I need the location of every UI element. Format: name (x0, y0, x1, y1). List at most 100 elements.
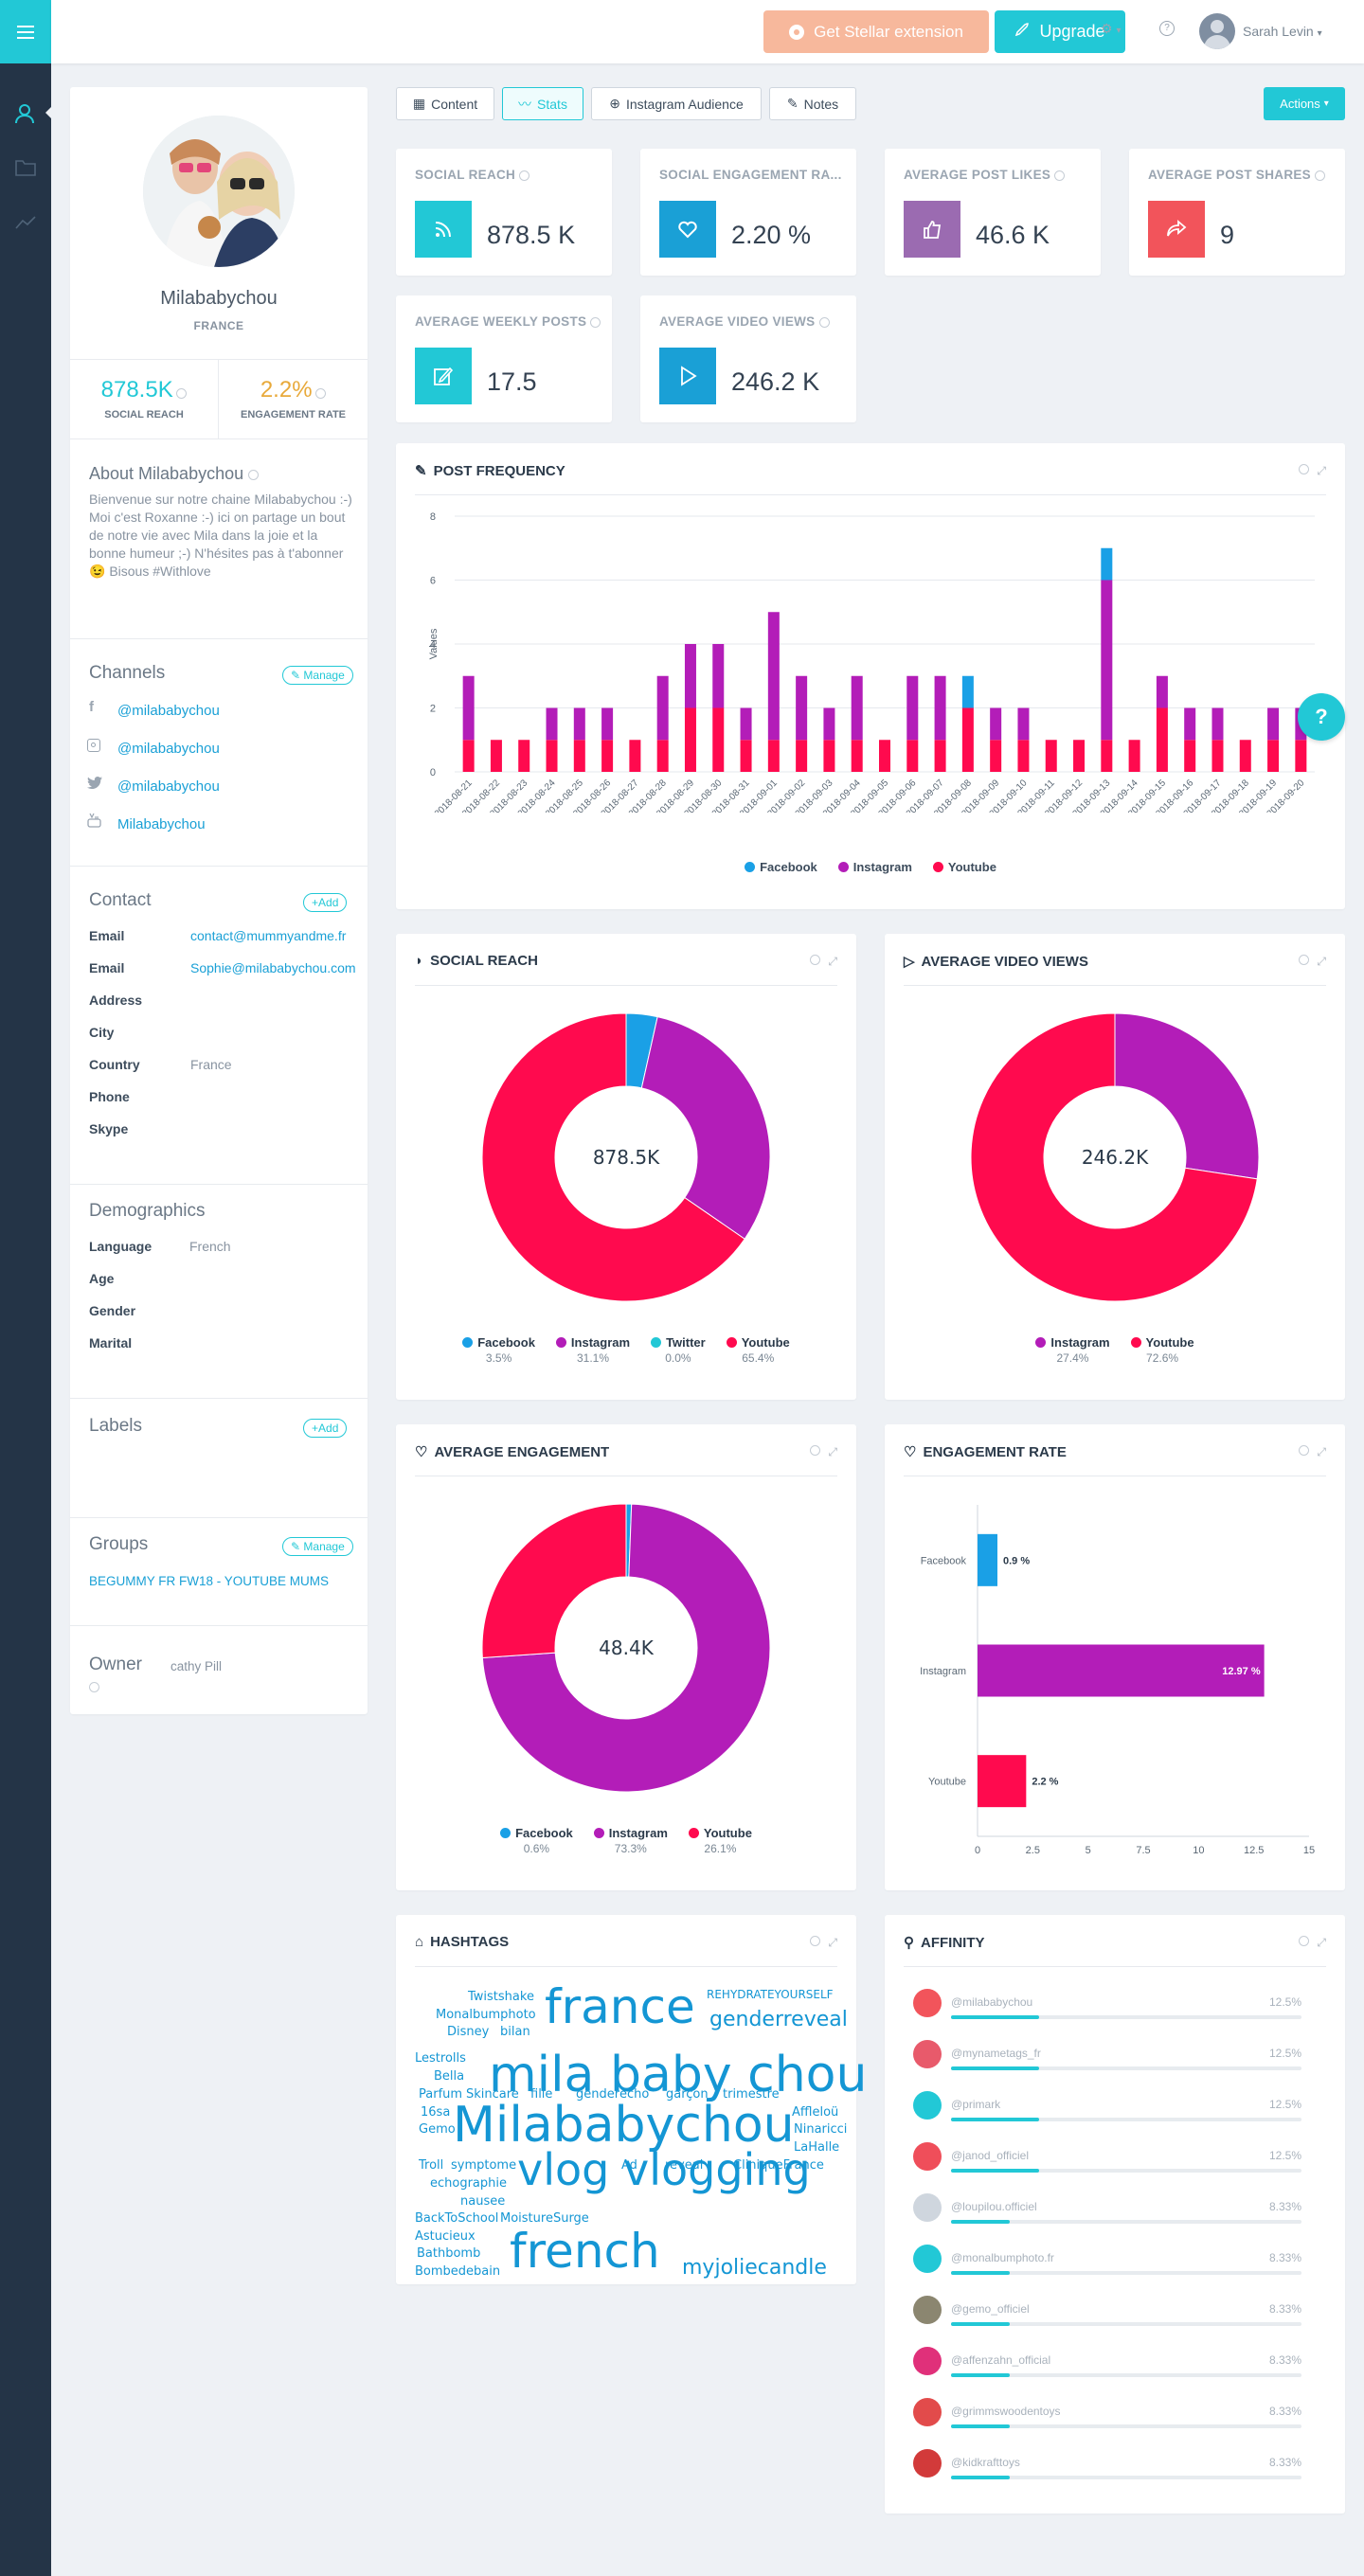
hashtag-word[interactable]: echo (619, 2087, 650, 2102)
profile-icon[interactable] (0, 95, 51, 133)
affinity-row[interactable]: @kidkrafttoys 8.33% (913, 2449, 1301, 2487)
channel-facebook-link[interactable]: @milababychou (117, 703, 220, 719)
hashtag-word[interactable]: garçon (666, 2087, 709, 2102)
expand-icon[interactable]: ⤢ (1317, 1445, 1326, 1458)
get-stellar-extension-button[interactable]: Get Stellar extension (763, 10, 989, 53)
actions-button[interactable]: Actions ▾ (1264, 87, 1345, 120)
hashtag-word[interactable]: REHYDRATEYOURSELF (707, 1988, 834, 2001)
manage-channels-button[interactable]: ✎ Manage (282, 666, 353, 685)
affinity-row[interactable]: @mynametags_fr 12.5% (913, 2040, 1301, 2078)
channel-twitter-link[interactable]: @milababychou (117, 778, 220, 795)
hashtag-word[interactable]: nausee (460, 2194, 506, 2209)
add-label-button[interactable]: + Add (303, 1419, 348, 1438)
legend-item[interactable]: Youtube 72.6% (1130, 1335, 1194, 1365)
legend-item[interactable]: Instagram 27.4% (1035, 1335, 1110, 1365)
affinity-row[interactable]: @gemo_officiel 8.33% (913, 2296, 1301, 2334)
hashtag-word[interactable]: reveal (665, 2158, 704, 2173)
affinity-row[interactable]: @primark 12.5% (913, 2091, 1301, 2129)
add-contact-button[interactable]: + Add (303, 893, 348, 912)
menu-icon[interactable] (0, 0, 51, 63)
legend-item[interactable]: Facebook (745, 860, 817, 874)
bar-youtube (1267, 740, 1280, 772)
legend-item[interactable]: Youtube (932, 860, 996, 874)
hashtag-word[interactable]: MoistureSurge (500, 2211, 589, 2226)
expand-icon[interactable]: ⤢ (828, 1936, 837, 1949)
affinity-row[interactable]: @janod_officiel 12.5% (913, 2142, 1301, 2180)
channel-youtube-link[interactable]: Milababychou (117, 816, 206, 832)
user-avatar[interactable] (1199, 13, 1235, 49)
tab-instagram-audience[interactable]: ⊕ Instagram Audience (591, 87, 762, 120)
legend-item[interactable]: Instagram 73.3% (593, 1826, 668, 1855)
hashtag-word[interactable]: fille (530, 2087, 553, 2102)
hashtag-word[interactable]: Milababychou (453, 2097, 795, 2154)
hashtag-word[interactable]: genderreveal (709, 2008, 848, 2031)
hashtag-word[interactable]: symptome (451, 2158, 517, 2173)
contact-email-link[interactable]: contact@mummyandme.fr (190, 928, 347, 943)
hashtag-word[interactable]: gender (576, 2087, 620, 2102)
manage-groups-button[interactable]: ✎ Manage (282, 1537, 353, 1556)
stat-card-average-weekly-posts: AVERAGE WEEKLY POSTS 17.5 (396, 295, 612, 422)
hashtag-word[interactable]: france (545, 1979, 695, 2034)
affinity-row[interactable]: @grimmswoodentoys 8.33% (913, 2398, 1301, 2436)
hashtag-word[interactable]: BackToSchool (415, 2211, 499, 2226)
hashtag-word[interactable]: Skincare (466, 2087, 519, 2102)
hashtag-word[interactable]: vlogging (623, 2144, 811, 2195)
expand-icon[interactable]: ⤢ (828, 955, 837, 968)
channel-instagram-link[interactable]: @milababychou (117, 741, 220, 757)
user-menu[interactable]: Sarah Levin ▾ (1243, 24, 1322, 39)
folder-icon[interactable] (0, 149, 51, 187)
legend-item[interactable]: Youtube 26.1% (688, 1826, 752, 1855)
settings-dropdown[interactable]: ⚙ ▾ (1101, 21, 1121, 37)
tab-content[interactable]: ▦ Content (396, 87, 494, 120)
hashtag-word[interactable]: Bombedebain (415, 2264, 501, 2279)
hashtag-word[interactable]: bilan (500, 2025, 530, 2039)
contact-email-link[interactable]: Sophie@milababychou.com (190, 960, 356, 975)
hashtag-word[interactable]: Twistshake (468, 1990, 534, 2004)
hashtag-word[interactable]: vlog (517, 2144, 610, 2195)
hashtag-word[interactable]: Parfum (419, 2087, 463, 2102)
profile-avatar (143, 116, 295, 267)
hashtag-word[interactable]: Bathbomb (417, 2246, 481, 2261)
group-link[interactable]: BEGUMMY FR FW18 - YOUTUBE MUMS (89, 1574, 330, 1588)
hashtag-word[interactable]: LaHalle (794, 2140, 840, 2155)
legend-item[interactable]: Facebook 3.5% (462, 1335, 535, 1365)
hashtag-word[interactable]: mila baby chou (489, 2047, 868, 2103)
affinity-row[interactable]: @affenzahn_official 8.33% (913, 2347, 1301, 2385)
hashtag-word[interactable]: Ad (621, 2158, 637, 2173)
expand-icon[interactable]: ⤢ (1317, 955, 1326, 968)
hashtag-word[interactable]: french (510, 2224, 660, 2279)
hashtag-word[interactable]: 16sa (421, 2105, 451, 2120)
hashtag-word[interactable]: Affleloü (792, 2105, 839, 2120)
donut-center-value: 246.2K (1082, 1146, 1149, 1169)
hashtag-word[interactable]: Lestrolls (415, 2051, 466, 2066)
hashtag-word[interactable]: Monalbumphoto (436, 2008, 536, 2022)
legend-item[interactable]: Facebook 0.6% (500, 1826, 573, 1855)
hashtag-word[interactable]: Ninaricci (794, 2122, 848, 2137)
legend-item[interactable]: Twitter 0.0% (651, 1335, 706, 1365)
expand-icon[interactable]: ⤢ (828, 1445, 837, 1458)
affinity-progress-track (951, 2220, 1301, 2224)
legend-item[interactable]: Instagram 31.1% (555, 1335, 630, 1365)
hashtag-word[interactable]: Troll (419, 2158, 444, 2173)
hashtag-word[interactable]: myjoliecandle (682, 2256, 827, 2280)
help-bubble-button[interactable]: ? (1298, 693, 1345, 741)
tab-stats[interactable]: 〰 Stats (502, 87, 583, 120)
tab-notes[interactable]: ✎ Notes (769, 87, 856, 120)
help-icon[interactable]: ? (1159, 21, 1175, 36)
hashtag-word[interactable]: echographie (430, 2176, 508, 2191)
hashtag-word[interactable]: Gemo (419, 2122, 456, 2137)
upgrade-button[interactable]: Upgrade (995, 10, 1125, 53)
hashtag-word[interactable]: Disney (447, 2025, 490, 2039)
affinity-row[interactable]: @milababychou 12.5% (913, 1989, 1301, 2027)
affinity-row[interactable]: @loupilou.officiel 8.33% (913, 2193, 1301, 2231)
affinity-row[interactable]: @monalbumphoto.fr 8.33% (913, 2245, 1301, 2282)
expand-icon[interactable]: ⤢ (1317, 1936, 1326, 1949)
chart-icon[interactable] (0, 204, 51, 242)
hashtag-word[interactable]: CliniqueFrance (733, 2158, 824, 2173)
hashtag-word[interactable]: Bella (434, 2069, 465, 2084)
expand-icon[interactable]: ⤢ (1317, 464, 1326, 477)
hashtag-word[interactable]: trimestre (723, 2087, 780, 2102)
legend-item[interactable]: Instagram (837, 860, 912, 874)
hashtag-word[interactable]: Astucieux (415, 2229, 476, 2244)
legend-item[interactable]: Youtube 65.4% (726, 1335, 790, 1365)
